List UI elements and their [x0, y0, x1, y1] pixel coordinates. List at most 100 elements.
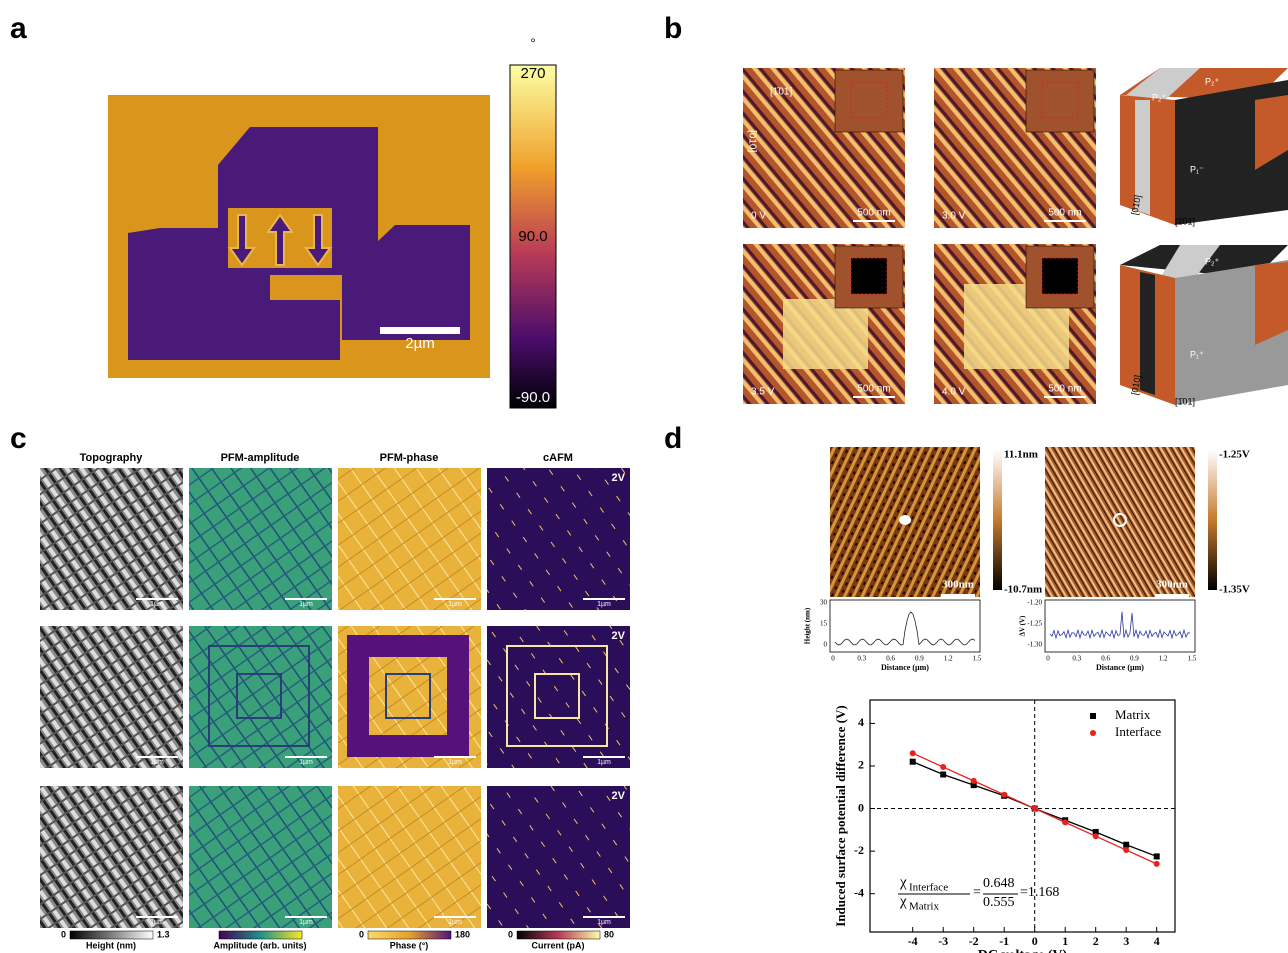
point [1123, 842, 1129, 848]
x-tick-label: 0.6 [1101, 655, 1110, 663]
particle [899, 515, 911, 525]
point [910, 750, 916, 756]
scale-bar-label: 1µm [150, 759, 164, 766]
image [40, 468, 183, 610]
colorbar-tick: 270 [520, 65, 545, 82]
point [1154, 861, 1160, 867]
point [1093, 833, 1099, 839]
x-tick-label: 2 [1093, 934, 1099, 948]
x-axis-label: Distance (µm) [881, 663, 929, 672]
point [940, 764, 946, 770]
legend-label: Interface [1115, 724, 1161, 739]
frame [1045, 600, 1195, 652]
column-header: PFM-phase [380, 452, 439, 464]
legend-marker [1090, 730, 1096, 736]
cube-label: P₂⁺ [1152, 92, 1166, 102]
image [487, 786, 630, 928]
scale-bar-label: 1µm [597, 601, 611, 608]
x-tick-label: -1 [999, 934, 1009, 948]
x-tick-label: 1.2 [1159, 655, 1168, 663]
column-header: PFM-amplitude [221, 452, 300, 464]
scale-bar-label: 500 nm [857, 384, 890, 395]
x-tick-label: 0 [831, 655, 835, 663]
scale-bar [434, 598, 476, 600]
scale-bar-label: 1µm [597, 919, 611, 926]
annotation: χ [899, 893, 907, 909]
image [40, 786, 183, 928]
scale-bar [434, 916, 476, 918]
y-tick-label: 4 [858, 715, 864, 729]
x-tick-label: 1.5 [973, 655, 982, 663]
cube-label: P₁⁻ [1190, 164, 1204, 174]
switched-region [783, 299, 868, 369]
scale-bar [285, 598, 327, 600]
inset [1026, 70, 1094, 132]
x-tick-label: 1 [1062, 934, 1068, 948]
colorbar-max: -1.25V [1219, 449, 1250, 461]
annotation: = [973, 885, 981, 900]
x-axis-label: DC voltage (V) [978, 948, 1068, 953]
image [487, 468, 630, 610]
scale-bar-label: 500 nm [857, 208, 890, 219]
profiles: 3015000.30.60.91.21.5Distance (µm)Height… [804, 599, 1197, 672]
annotation: Interface [909, 882, 948, 894]
annotation: Matrix [909, 901, 939, 913]
column-header: cAFM [543, 452, 573, 464]
image [189, 786, 332, 928]
colorbar-min: 0 [61, 929, 66, 939]
voltage-label: 0 V [751, 211, 766, 222]
y-tick-label: -1.20 [1027, 599, 1042, 607]
x-tick-label: -3 [938, 934, 948, 948]
colorbar-min: -1.35V [1219, 584, 1250, 596]
panel-label: b [664, 12, 682, 45]
point [1123, 847, 1129, 853]
point [1062, 819, 1068, 825]
colorbar-max: 180 [455, 929, 470, 939]
annotation: 0.555 [983, 895, 1015, 910]
panel-label: a [10, 12, 27, 45]
point [910, 759, 916, 765]
image [40, 626, 183, 768]
point [971, 778, 977, 784]
colorbar [368, 931, 451, 939]
point [1001, 792, 1007, 798]
x-axis-label: Distance (µm) [1096, 663, 1144, 672]
y-tick-label: -2 [854, 843, 864, 857]
profile-line [835, 612, 975, 645]
scale-bar [853, 396, 895, 398]
scale-bar [136, 756, 178, 758]
cube-label: P₁⁺ [1190, 349, 1204, 359]
scale-bar-label: 500 nm [1048, 384, 1081, 395]
bias-label: 2V [612, 630, 626, 642]
point [940, 771, 946, 777]
image [338, 468, 481, 610]
x-tick-label: 0 [1032, 934, 1038, 948]
scale-bar [853, 220, 895, 222]
colorbar-unit: ° [530, 35, 535, 50]
colorbar-tick: -90.0 [516, 389, 550, 406]
colorbar-tick: 90.0 [518, 228, 547, 245]
cube-label: P₂⁺ [1205, 256, 1219, 266]
x-tick-label: 3 [1123, 934, 1129, 948]
colorbar-label: Amplitude (arb. units) [214, 940, 307, 950]
point [1032, 806, 1038, 812]
y-axis-label: ΔV (V) [1019, 615, 1027, 636]
y-tick-label: -1.30 [1027, 641, 1042, 649]
axis-label: [010] [746, 130, 757, 152]
voltage-label: 3.0 V [942, 211, 966, 222]
colorbar [70, 931, 153, 939]
colorbar-min: -10.7nm [1004, 584, 1042, 596]
scale-bar [434, 756, 476, 758]
x-tick-label: 0.9 [1130, 655, 1139, 663]
scale-bar-label: 300nm [1156, 579, 1188, 591]
scale-bar-label: 1µm [150, 601, 164, 608]
colorbar-label: Phase (°) [390, 940, 429, 950]
y-tick-label: 0 [858, 800, 864, 814]
legend-label: Matrix [1115, 707, 1151, 722]
inset-domain [1042, 258, 1078, 294]
inset-domain [851, 258, 887, 294]
y-tick-label: -4 [854, 885, 864, 899]
scale-bar [583, 916, 625, 918]
image [338, 786, 481, 928]
